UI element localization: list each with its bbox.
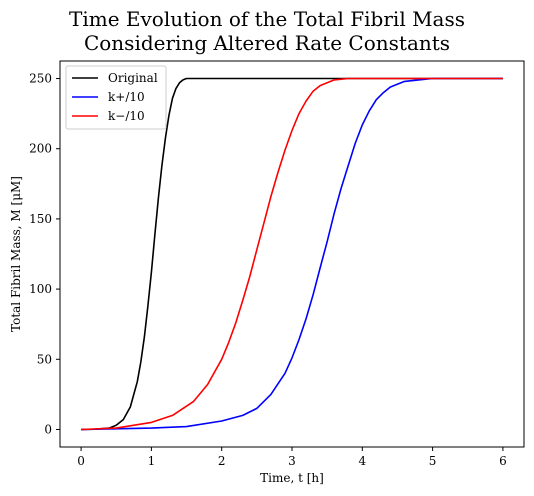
legend-label: k+/10 [108, 90, 145, 104]
x-tick-label: 1 [148, 454, 156, 468]
x-axis-label: Time, t [h] [260, 471, 324, 485]
x-tick-label: 5 [429, 454, 437, 468]
y-tick-label: 150 [29, 212, 52, 226]
chart-title-line-2: Considering Altered Rate Constants [83, 31, 451, 55]
x-tick-label: 6 [499, 454, 507, 468]
x-tick-label: 4 [358, 454, 366, 468]
x-tick-label: 3 [288, 454, 296, 468]
y-tick-label: 0 [44, 422, 52, 436]
y-axis-label: Total Fibril Mass, M [μM] [9, 176, 23, 332]
legend-label: k−/10 [108, 109, 145, 123]
x-tick-label: 0 [77, 454, 85, 468]
legend-label: Original [108, 71, 158, 85]
legend: Original k+/10 k−/10 [65, 65, 167, 130]
y-tick-label: 50 [37, 352, 52, 366]
legend-box [65, 65, 167, 130]
series-line-2 [81, 77, 503, 431]
y-tick-label: 200 [29, 142, 52, 156]
y-tick-label: 250 [29, 72, 52, 86]
x-tick-label: 2 [218, 454, 226, 468]
series-line-1 [81, 77, 503, 431]
y-tick-label: 100 [29, 282, 52, 296]
chart-title-line-1: Time Evolution of the Total Fibril Mass [69, 7, 465, 31]
series-line-0 [81, 77, 503, 431]
